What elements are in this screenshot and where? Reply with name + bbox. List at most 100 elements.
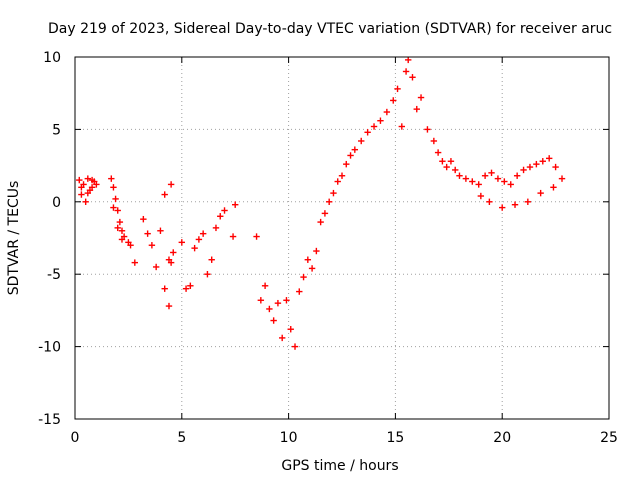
data-point xyxy=(152,263,160,271)
y-tick-label: 10 xyxy=(43,50,61,66)
data-point xyxy=(469,178,476,185)
data-point xyxy=(499,204,506,211)
y-tick-label: 0 xyxy=(52,195,61,211)
data-point xyxy=(524,198,532,205)
data-point xyxy=(204,271,211,278)
data-point xyxy=(82,198,89,205)
data-point xyxy=(232,201,239,208)
data-point xyxy=(283,297,290,304)
data-point xyxy=(537,189,544,197)
data-point xyxy=(317,218,324,226)
data-point xyxy=(84,175,92,182)
data-point xyxy=(274,299,282,307)
data-point xyxy=(110,204,117,211)
y-tick-label: -10 xyxy=(38,340,61,356)
data-point xyxy=(462,175,470,182)
data-point xyxy=(93,181,100,188)
data-point xyxy=(300,273,307,281)
x-tick-label: 0 xyxy=(71,430,80,446)
data-point xyxy=(430,137,438,145)
data-point xyxy=(229,233,237,240)
data-point xyxy=(539,158,546,165)
data-point xyxy=(296,288,303,295)
data-point xyxy=(481,172,489,179)
data-point xyxy=(402,68,410,75)
data-point xyxy=(475,181,482,188)
x-tick-label: 20 xyxy=(493,430,511,446)
y-axis-label: SDTVAR / TECUs xyxy=(6,181,22,296)
data-point xyxy=(526,163,534,171)
data-point xyxy=(545,155,553,162)
data-point xyxy=(434,149,442,156)
data-point xyxy=(199,230,207,237)
data-point xyxy=(409,74,416,81)
data-point xyxy=(477,192,485,200)
x-axis-label: GPS time / hours xyxy=(281,458,398,474)
data-point xyxy=(221,207,228,214)
y-tick-label: -5 xyxy=(47,267,61,283)
data-point xyxy=(266,305,273,313)
data-point xyxy=(552,163,559,171)
data-point xyxy=(343,160,350,168)
data-point xyxy=(550,184,557,191)
data-point xyxy=(405,56,412,64)
data-point xyxy=(208,256,215,263)
data-point xyxy=(114,207,121,214)
data-point xyxy=(520,166,527,174)
data-point xyxy=(511,201,519,208)
data-point xyxy=(351,146,359,153)
axis-ticks: 0 5 10 15 20 25 -15 -10 -5 0 5 10 xyxy=(38,50,618,446)
data-point xyxy=(507,181,514,188)
data-point xyxy=(270,317,277,324)
data-point xyxy=(347,152,354,159)
data-point xyxy=(217,213,224,220)
data-point xyxy=(212,224,220,232)
data-point xyxy=(118,236,126,243)
data-point xyxy=(257,297,265,304)
data-point xyxy=(191,244,198,252)
data-point xyxy=(486,198,493,205)
data-point xyxy=(291,343,299,350)
data-point xyxy=(78,191,85,198)
data-point xyxy=(148,242,156,249)
data-point xyxy=(76,176,83,184)
data-point xyxy=(501,178,508,185)
data-point xyxy=(321,210,329,217)
data-point xyxy=(157,227,164,234)
data-point xyxy=(338,172,346,179)
data-point xyxy=(377,117,384,124)
data-point xyxy=(108,175,115,182)
data-point xyxy=(187,282,194,289)
data-point xyxy=(253,233,260,240)
data-point xyxy=(161,191,168,198)
data-points xyxy=(76,56,566,350)
data-point xyxy=(325,198,333,205)
data-point xyxy=(452,166,459,174)
data-point xyxy=(118,227,126,234)
data-point xyxy=(417,94,425,101)
data-point xyxy=(313,247,320,255)
data-point xyxy=(84,189,92,197)
data-point xyxy=(383,108,391,116)
data-point xyxy=(170,249,177,256)
data-point xyxy=(447,158,455,165)
y-tick-label: -15 xyxy=(38,412,61,428)
data-point xyxy=(161,285,168,292)
data-point xyxy=(140,215,147,223)
data-point xyxy=(394,85,401,93)
chart-title: Day 219 of 2023, Sidereal Day-to-day VTE… xyxy=(48,21,612,37)
data-point xyxy=(114,224,121,232)
data-point xyxy=(304,256,312,263)
data-point xyxy=(88,184,96,191)
x-tick-label: 15 xyxy=(386,430,404,446)
data-point xyxy=(144,230,151,237)
data-point xyxy=(195,236,203,243)
data-point xyxy=(165,302,173,310)
data-point xyxy=(178,239,185,246)
data-point xyxy=(167,259,175,266)
plot-frame xyxy=(74,56,610,420)
data-point xyxy=(308,265,316,272)
x-tick-label: 5 xyxy=(177,430,186,446)
data-point xyxy=(110,184,117,191)
